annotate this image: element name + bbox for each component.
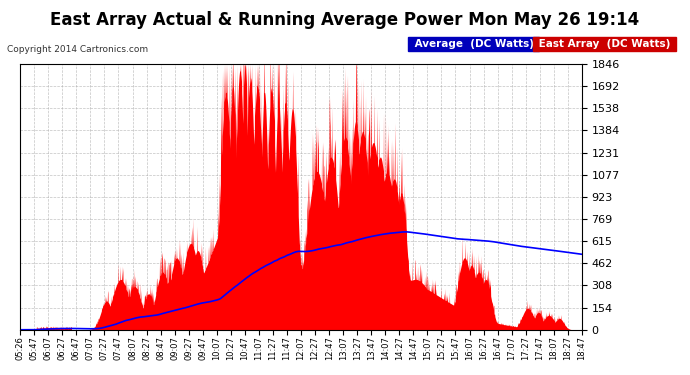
Text: East Array Actual & Running Average Power Mon May 26 19:14: East Array Actual & Running Average Powe… <box>50 11 640 29</box>
Text: Copyright 2014 Cartronics.com: Copyright 2014 Cartronics.com <box>7 45 148 54</box>
Text: Average  (DC Watts): Average (DC Watts) <box>411 39 538 50</box>
Text: East Array  (DC Watts): East Array (DC Watts) <box>535 39 673 50</box>
